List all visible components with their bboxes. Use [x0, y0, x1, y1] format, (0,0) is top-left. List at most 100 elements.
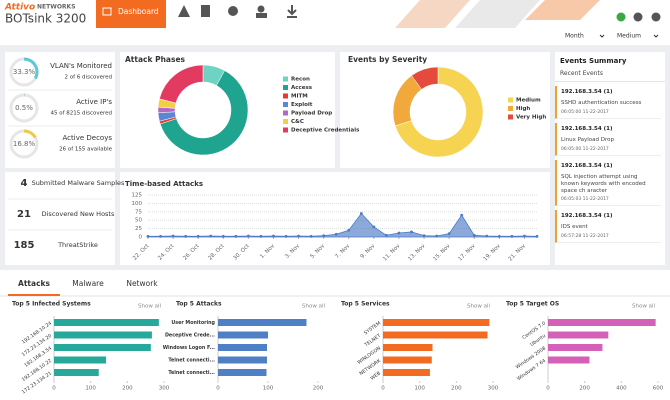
legend-swatch [283, 119, 288, 124]
legend-label: Recon [291, 77, 310, 83]
line-point [171, 234, 175, 238]
legend-swatch [283, 93, 288, 99]
line-point [410, 230, 413, 234]
users-icon[interactable] [256, 13, 267, 18]
tab[interactable]: Network [126, 279, 158, 288]
donut-slice [411, 66, 439, 90]
chart-title: Top 5 Infected Systems [12, 301, 91, 308]
counter-panel [5, 172, 115, 265]
line-point [297, 234, 300, 238]
counter-label: Submitted Malware Samples [32, 179, 125, 187]
line-point [309, 234, 313, 238]
chart-title: Top 5 Services [341, 301, 390, 308]
dropdown-caret [599, 34, 659, 38]
show-all[interactable]: Show all [632, 304, 655, 310]
reports-icon[interactable] [201, 5, 210, 17]
event-time: 06:05:00 11-22-2017 [561, 146, 609, 152]
events-summary: Events Summary Recent Events 192.168.3.5… [555, 52, 665, 265]
line-point [372, 225, 376, 229]
event-item[interactable]: 192.168.3.54 (1) SSHD authentication succ… [555, 86, 661, 119]
gauge-value: 16.8% [13, 140, 36, 148]
show-all[interactable]: Show all [138, 304, 161, 310]
attack-phases-panel [120, 52, 335, 168]
legend-swatch [283, 102, 288, 107]
y-tick-label: 0 [139, 235, 143, 241]
event-time: 06:05:00 11-22-2017 [561, 109, 609, 115]
events-subtitle: Recent Events [555, 67, 665, 82]
settings-icon[interactable] [228, 6, 238, 16]
counter-label: Discovered New Hosts [42, 210, 115, 218]
period-filter[interactable]: Month [565, 33, 584, 40]
category-label: Telnet connecti... [168, 370, 215, 376]
legend-swatch [283, 127, 288, 133]
tab-label[interactable]: Dashboard [118, 7, 159, 16]
counter-value: 4 [21, 178, 28, 189]
legend-label: Access [291, 85, 313, 91]
line-point [485, 234, 489, 238]
chart-title: Top 5 Attacks [176, 301, 222, 308]
brand-sub: NETWORKS [37, 4, 76, 11]
line-point [422, 234, 426, 238]
tab[interactable]: Attacks [18, 279, 50, 288]
show-all[interactable]: Show all [467, 304, 490, 310]
category-label: User Monitoring [171, 320, 215, 326]
events-title: Events Summary [560, 57, 627, 65]
line-point [284, 234, 288, 238]
bar [54, 356, 107, 364]
gauge-arc [23, 129, 37, 139]
download-icon[interactable] [287, 5, 297, 18]
event-item[interactable]: 192.168.3.54 (1) IDS event 06:57:28 11-22-… [555, 210, 661, 244]
line-point [385, 233, 388, 237]
x-tick-label: 300 [159, 386, 170, 392]
bar [383, 344, 433, 351]
counter-value: 21 [17, 209, 31, 220]
header-pattern [525, 0, 600, 20]
filter-bar [0, 28, 670, 45]
counter-label: ThreatStrike [57, 241, 98, 249]
bar [218, 319, 307, 326]
gear-icon[interactable] [651, 12, 661, 22]
category-label: WEB [369, 370, 382, 381]
legend-label: Medium [516, 98, 541, 104]
show-all[interactable]: Show all [302, 304, 325, 310]
x-tick-label: 200 [122, 386, 133, 392]
line-point [460, 213, 464, 217]
y-tick-label: 25 [135, 226, 142, 232]
line-point [523, 234, 526, 238]
chart-title: Events by Severity [348, 55, 427, 64]
x-tick-label: 200 [451, 386, 462, 392]
help-icon[interactable] [633, 12, 643, 22]
line-point [221, 234, 225, 238]
event-item[interactable]: 192.168.3.54 (1) Linux Payload Drop 06:05:… [555, 122, 661, 156]
event-ip: 192.168.3.54 (1) [561, 89, 613, 95]
event-text: SSHD authentication success [561, 100, 642, 106]
event-text: IDS event [561, 224, 588, 231]
header-pattern [455, 0, 540, 28]
gauge-title: VLAN's Monitored [50, 62, 112, 70]
severity-filter[interactable]: Medium [617, 33, 641, 40]
product-name: BOTsink 3200 [5, 12, 86, 26]
y-tick-label: 50 [135, 218, 142, 224]
x-tick-label: 300 [488, 386, 499, 392]
brand: Attivo [4, 3, 35, 13]
bar [383, 331, 488, 339]
alerts-icon[interactable] [178, 5, 190, 17]
tab[interactable]: Malware [72, 279, 104, 288]
legend-label: Very High [516, 115, 546, 121]
x-tick-label: 200 [579, 386, 590, 392]
x-tick-label: 0 [546, 386, 550, 392]
event-item[interactable]: 192.168.3.54 (1) SQL injection attempt us… [555, 159, 661, 207]
status-icon [616, 12, 626, 22]
event-text: Linux Payload Drop [561, 136, 614, 143]
legend-swatch [283, 76, 288, 82]
x-tick-label: 200 [313, 386, 324, 392]
legend-label: Payload Drop [291, 111, 332, 117]
users-icon[interactable] [257, 5, 265, 13]
dashboard-tab[interactable] [96, 0, 166, 28]
line-point [334, 232, 338, 236]
gauge-title: Active Decoys [63, 134, 113, 142]
gauge-value: 33.3% [13, 68, 36, 76]
line-point [184, 234, 188, 238]
legend-swatch [283, 85, 288, 90]
